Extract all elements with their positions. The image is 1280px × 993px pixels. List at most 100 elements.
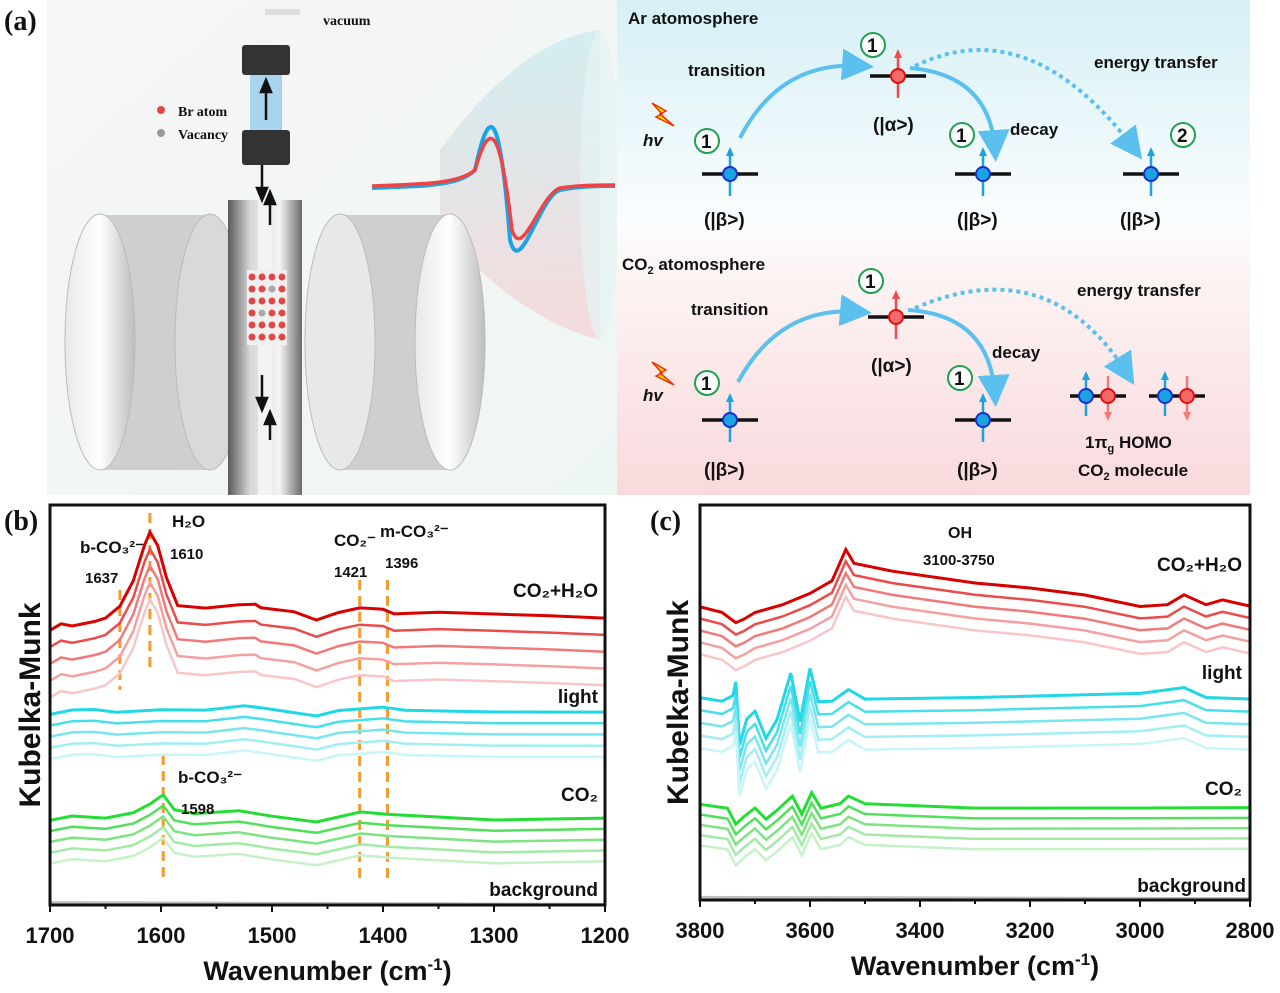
annotation-value: 3100-3750 <box>923 552 995 569</box>
x-tick-label: 1200 <box>581 923 630 948</box>
decay-label: decay <box>992 343 1041 362</box>
spectrum-co2h2o-2 <box>49 546 606 649</box>
x-tick-label: 3200 <box>1006 918 1055 943</box>
x-axis-label-end: ) <box>443 956 452 986</box>
spin-arrow-head <box>1161 371 1169 380</box>
epr-signal-red <box>371 136 616 241</box>
vacuum-label: vacuum <box>323 14 371 29</box>
state-count: 1 <box>867 36 878 57</box>
lattice-atom <box>268 321 276 329</box>
signal-cone <box>440 30 600 340</box>
lattice-atom <box>268 309 276 317</box>
x-tick-label: 3600 <box>786 918 835 943</box>
spectrum-co2-4 <box>49 825 606 856</box>
panel-label: (b) <box>4 506 38 537</box>
x-axis-label: Wavenumber (cm-1) <box>203 955 451 986</box>
annotation-text: OH <box>948 525 972 542</box>
spectrum-light-2 <box>49 715 606 729</box>
x-tick-label: 3400 <box>896 918 945 943</box>
annotation-text: b-CO₃²⁻ <box>80 538 144 557</box>
x-axis-label-end: ) <box>1090 951 1099 981</box>
state-count: 1 <box>956 126 967 147</box>
lattice-atom <box>278 297 286 305</box>
electron <box>890 68 906 84</box>
x-tick-label: 1400 <box>359 923 408 948</box>
x-axis-label-sup: -1 <box>1075 950 1090 969</box>
x-axis-label: Wavenumber (cm-1) <box>851 950 1099 981</box>
beta-state-label: (|β>) <box>957 460 998 481</box>
spectrum-light-1 <box>49 704 606 718</box>
state-count: 1 <box>701 132 712 153</box>
spectrum-light-2 <box>699 680 1251 758</box>
spin-arrow-head <box>1147 147 1155 156</box>
electron <box>975 412 991 428</box>
state-count-circle <box>1170 122 1196 148</box>
electron <box>1078 388 1094 404</box>
lattice-atom <box>278 321 286 329</box>
state-count: 1 <box>701 374 712 395</box>
alpha-state-label: (|α>) <box>871 356 912 377</box>
spin-arrow-head <box>1104 412 1112 421</box>
br-atom-legend-marker <box>157 106 165 114</box>
electron <box>1100 388 1116 404</box>
x-tick-label: 1500 <box>248 923 297 948</box>
annotation-text: m-CO₃²⁻ <box>380 522 449 541</box>
lattice-atom <box>268 285 276 293</box>
lightning-icon <box>651 102 675 127</box>
spectrum-co2-1 <box>699 789 1251 827</box>
title-text: CO <box>622 255 648 274</box>
lattice-atom <box>258 309 266 317</box>
mol-text: molecule <box>1110 461 1188 480</box>
group-label-light: light <box>558 687 599 708</box>
lattice-atom <box>268 297 276 305</box>
spin-arrow-head <box>892 290 900 299</box>
x-tick-label: 3800 <box>676 918 725 943</box>
x-tick-label: 2800 <box>1226 918 1275 943</box>
spectrum-light-4 <box>49 738 606 751</box>
x-tick-label: 1700 <box>26 923 75 948</box>
electron <box>1143 166 1159 182</box>
spectrum-co2-5 <box>699 830 1251 868</box>
decay-arrow <box>909 66 1010 162</box>
spectrum-co2h2o-3 <box>699 570 1251 648</box>
homo-text: HOMO <box>1114 433 1172 452</box>
spectrum-light-1 <box>699 668 1251 746</box>
spectrum-co2h2o-5 <box>49 596 606 699</box>
group-label-co2h2o: CO₂+H₂O <box>513 581 598 602</box>
spectrum-co2h2o-3 <box>49 562 606 665</box>
homo-sub: g <box>1107 443 1114 455</box>
beta-state-label: (|β>) <box>1120 210 1161 231</box>
vacancy-legend-marker <box>157 129 165 137</box>
panel-label-a: (a) <box>4 6 37 37</box>
spectrum-co2-3 <box>49 814 606 845</box>
ar-atmosphere-title: Ar atomosphere <box>628 9 758 28</box>
transition-label: transition <box>688 61 765 80</box>
transition-label: transition <box>691 300 768 319</box>
spectrum-co2-5 <box>49 836 606 867</box>
lattice-atom <box>248 309 256 317</box>
panel-label: (c) <box>650 506 681 537</box>
state-count: 1 <box>954 369 965 390</box>
spectrum-light-5 <box>699 718 1251 796</box>
x-tick-label: 1300 <box>470 923 519 948</box>
epr-setup-illustration: vacuum Br atom Vacancy <box>64 0 620 495</box>
group-label-co2: CO₂ <box>1205 779 1242 800</box>
spectrum-co2h2o-5 <box>699 594 1251 672</box>
spectrum-light-5 <box>49 749 606 763</box>
lattice-atom <box>248 321 256 329</box>
lattice-atom <box>248 285 256 293</box>
spectrum-co2-2 <box>699 800 1251 837</box>
transition-arrow <box>738 48 874 139</box>
lattice-atom <box>268 273 276 281</box>
state-count-circle <box>947 365 973 391</box>
lattice-atom <box>258 285 266 293</box>
spin-arrow-head <box>1183 412 1191 421</box>
electron <box>1179 388 1195 404</box>
transition-arrow <box>736 294 872 383</box>
chart-b: (b) 1700 1600 1500 1400 1300 1200 Wavenumber (c… <box>4 503 630 986</box>
lattice-atom <box>258 297 266 305</box>
homo-label: 1πg HOMO <box>1085 433 1172 455</box>
title-text: atomosphere <box>654 255 765 274</box>
y-axis-label: Kubelka-Munk <box>662 600 695 805</box>
x-axis-label-text: Wavenumber (cm <box>203 956 427 986</box>
